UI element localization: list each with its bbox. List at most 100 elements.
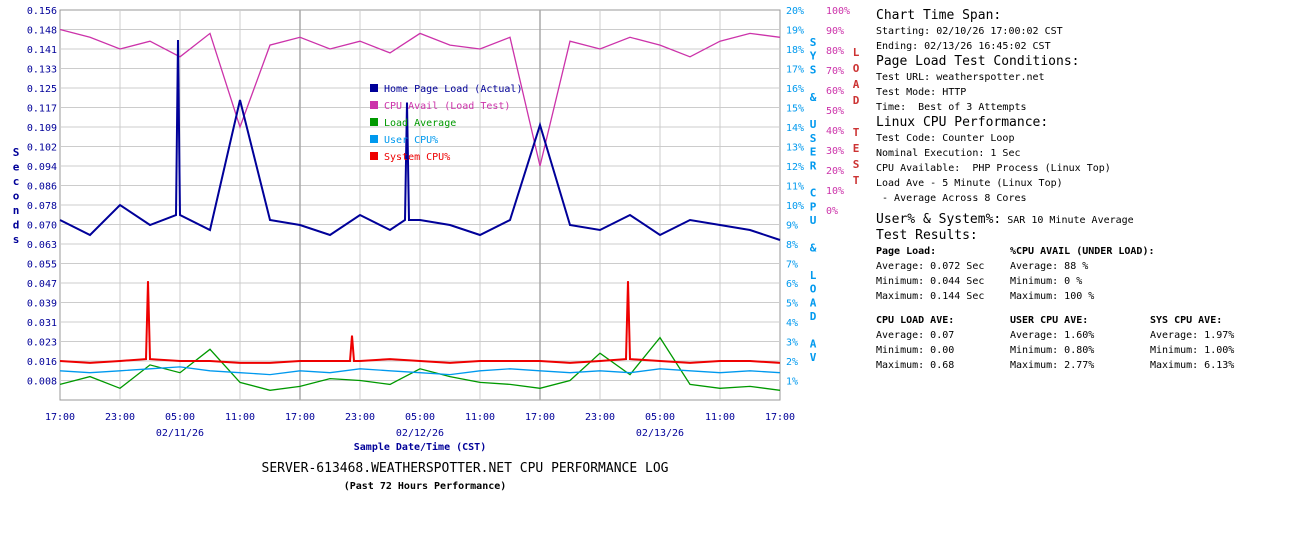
results-heading: Test Results:	[876, 228, 978, 243]
y-right-cpu-title-letter: C	[810, 187, 817, 200]
y-right-cpu-title-letter: S	[810, 36, 817, 49]
y-right-loadtest-title-letter: T	[853, 126, 860, 139]
y-right-cpu-tick-label: 1%	[786, 377, 798, 388]
results-row-1: Page Load: Average: 0.072 Sec Minimum: 0…	[876, 244, 1296, 304]
y-right-loadtest-title-letter: A	[853, 78, 860, 91]
series-line-load-average	[59, 336, 781, 391]
y-right-cpu-tick-label: 17%	[786, 65, 804, 76]
x-tick-label: 17:00	[285, 412, 315, 423]
load-ave-maximum: Maximum: 0.68	[876, 360, 955, 371]
y-right-cpu-title-letter: P	[810, 200, 817, 213]
y-left-title-letter: S	[13, 146, 20, 159]
y-right-loadtest-title-letter: S	[853, 158, 860, 171]
y-left-tick-label: 0.063	[27, 240, 57, 251]
y-right-cpu-tick-label: 4%	[786, 318, 798, 329]
y-right-loadtest-tick-label: 70%	[826, 66, 844, 77]
x-tick-label: 05:00	[645, 412, 675, 423]
y-right-loadtest-title-letter: O	[853, 62, 860, 75]
y-left-tick-label: 0.078	[27, 201, 57, 212]
y-right-loadtest-tick-label: 20%	[826, 166, 844, 177]
sys-cpu-average: Average: 1.97%	[1150, 330, 1235, 341]
cores-note: - Average Across 8 Cores	[876, 193, 1027, 204]
y-right-cpu-title-letter: A	[810, 296, 817, 309]
y-right-cpu-tick-label: 10%	[786, 201, 804, 212]
y-right-cpu-tick-label: 14%	[786, 123, 804, 134]
span-end: Ending: 02/13/26 16:45:02 CST	[876, 41, 1051, 52]
user-cpu-maximum: Maximum: 2.77%	[1010, 360, 1095, 371]
x-axis-title: Sample Date/Time (CST)	[354, 441, 486, 453]
page-load-heading: Page Load:	[876, 246, 937, 257]
y-right-loadtest-tick-label: 90%	[826, 26, 844, 37]
y-left-tick-label: 0.148	[27, 26, 57, 37]
info-panel: Chart Time Span: Starting: 02/10/26 17:0…	[876, 8, 1296, 373]
y-right-cpu-title-letter: O	[810, 283, 817, 296]
y-left-tick-label: 0.031	[27, 318, 57, 329]
page-load-minimum: Minimum: 0.044 Sec	[876, 276, 985, 287]
y-right-cpu-title-letter: Y	[810, 50, 817, 63]
y-right-cpu-title-letter: U	[810, 118, 817, 131]
y-right-loadtest-tick-label: 30%	[826, 146, 844, 157]
x-tick-label: 23:00	[345, 412, 375, 423]
series-line-system-cpu	[59, 281, 781, 364]
load-ave-minimum: Minimum: 0.00	[876, 345, 955, 356]
legend-swatch	[370, 84, 378, 92]
page-load-average: Average: 0.072 Sec	[876, 261, 985, 272]
y-right-cpu-tick-label: 9%	[786, 221, 798, 232]
x-tick-label: 17:00	[765, 412, 795, 423]
test-mode: Test Mode: HTTP	[876, 87, 967, 98]
y-right-cpu-title-letter: E	[810, 146, 817, 159]
x-date-label: 02/13/26	[636, 428, 684, 439]
y-right-loadtest-tick-label: 40%	[826, 126, 844, 137]
y-left-tick-label: 0.133	[27, 65, 57, 76]
y-right-cpu-title-letter: A	[810, 337, 817, 350]
y-left-tick-label: 0.125	[27, 84, 57, 95]
y-right-cpu-tick-label: 6%	[786, 279, 798, 290]
y-right-cpu-title-letter: L	[810, 269, 817, 282]
y-left-title-letter: o	[13, 190, 20, 203]
x-tick-label: 17:00	[45, 412, 75, 423]
legend-label: Load Average	[384, 118, 456, 129]
y-right-cpu-title-letter: D	[810, 310, 817, 323]
y-left-tick-label: 0.156	[27, 6, 57, 17]
span-heading: Chart Time Span:	[876, 8, 1002, 23]
page-load-results: Page Load: Average: 0.072 Sec Minimum: 0…	[876, 244, 1010, 304]
y-right-loadtest-tick-label: 0%	[826, 206, 838, 217]
y-right-cpu-tick-label: 8%	[786, 240, 798, 251]
x-tick-label: 05:00	[165, 412, 195, 423]
results-row-2: CPU LOAD AVE: Average: 0.07 Minimum: 0.0…	[876, 313, 1296, 373]
y-right-cpu-title-letter: V	[810, 351, 817, 364]
usersys-heading: User% & System%:	[876, 212, 1002, 227]
y-right-cpu-tick-label: 3%	[786, 338, 798, 349]
y-left-tick-label: 0.008	[27, 377, 57, 388]
legend-swatch	[370, 135, 378, 143]
y-left-title-letter: c	[13, 175, 20, 188]
cpu-avail-results: %CPU AVAIL (UNDER LOAD): Average: 88 % M…	[1010, 244, 1155, 304]
user-cpu-results: USER CPU AVE: Average: 1.60% Minimum: 0.…	[1010, 313, 1150, 373]
cpu-performance-chart: 0.156 0.148 0.141 0.133 0.125 0.117 0.109 0.102…	[13, 6, 860, 453]
legend-swatch	[370, 101, 378, 109]
y-left-tick-label: 0.023	[27, 338, 57, 349]
y-right-cpu-tick-label: 16%	[786, 84, 804, 95]
y-right-cpu-tick-label: 11%	[786, 182, 804, 193]
y-right-cpu-tick-label: 7%	[786, 260, 798, 271]
test-time: Time: Best of 3 Attempts	[876, 102, 1027, 113]
sys-cpu-minimum: Minimum: 1.00%	[1150, 345, 1235, 356]
y-right-cpu-tick-label: 20%	[786, 6, 804, 17]
legend-swatch	[370, 152, 378, 160]
y-right-loadtest-title-letter: T	[853, 174, 860, 187]
x-tick-label: 17:00	[525, 412, 555, 423]
cpu-avail-maximum: Maximum: 100 %	[1010, 291, 1095, 302]
series-line-home-page-load-actual	[59, 39, 781, 241]
load-average-note: Load Ave - 5 Minute (Linux Top)	[876, 178, 1063, 189]
y-right-loadtest-tick-label: 100%	[826, 6, 850, 17]
load-ave-heading: CPU LOAD AVE:	[876, 315, 955, 326]
y-right-loadtest-tick-label: 80%	[826, 46, 844, 57]
usersys-note: SAR 10 Minute Average	[1007, 215, 1134, 226]
cpu-avail-minimum: Minimum: 0 %	[1010, 276, 1083, 287]
y-left-tick-label: 0.086	[27, 182, 57, 193]
y-right-cpu-tick-label: 19%	[786, 26, 804, 37]
chart-title: SERVER-613468.WEATHERSPOTTER.NET CPU PER…	[261, 461, 669, 476]
legend-swatch	[370, 118, 378, 126]
y-right-cpu-title-letter: &	[810, 91, 817, 104]
y-left-tick-label: 0.094	[27, 162, 57, 173]
